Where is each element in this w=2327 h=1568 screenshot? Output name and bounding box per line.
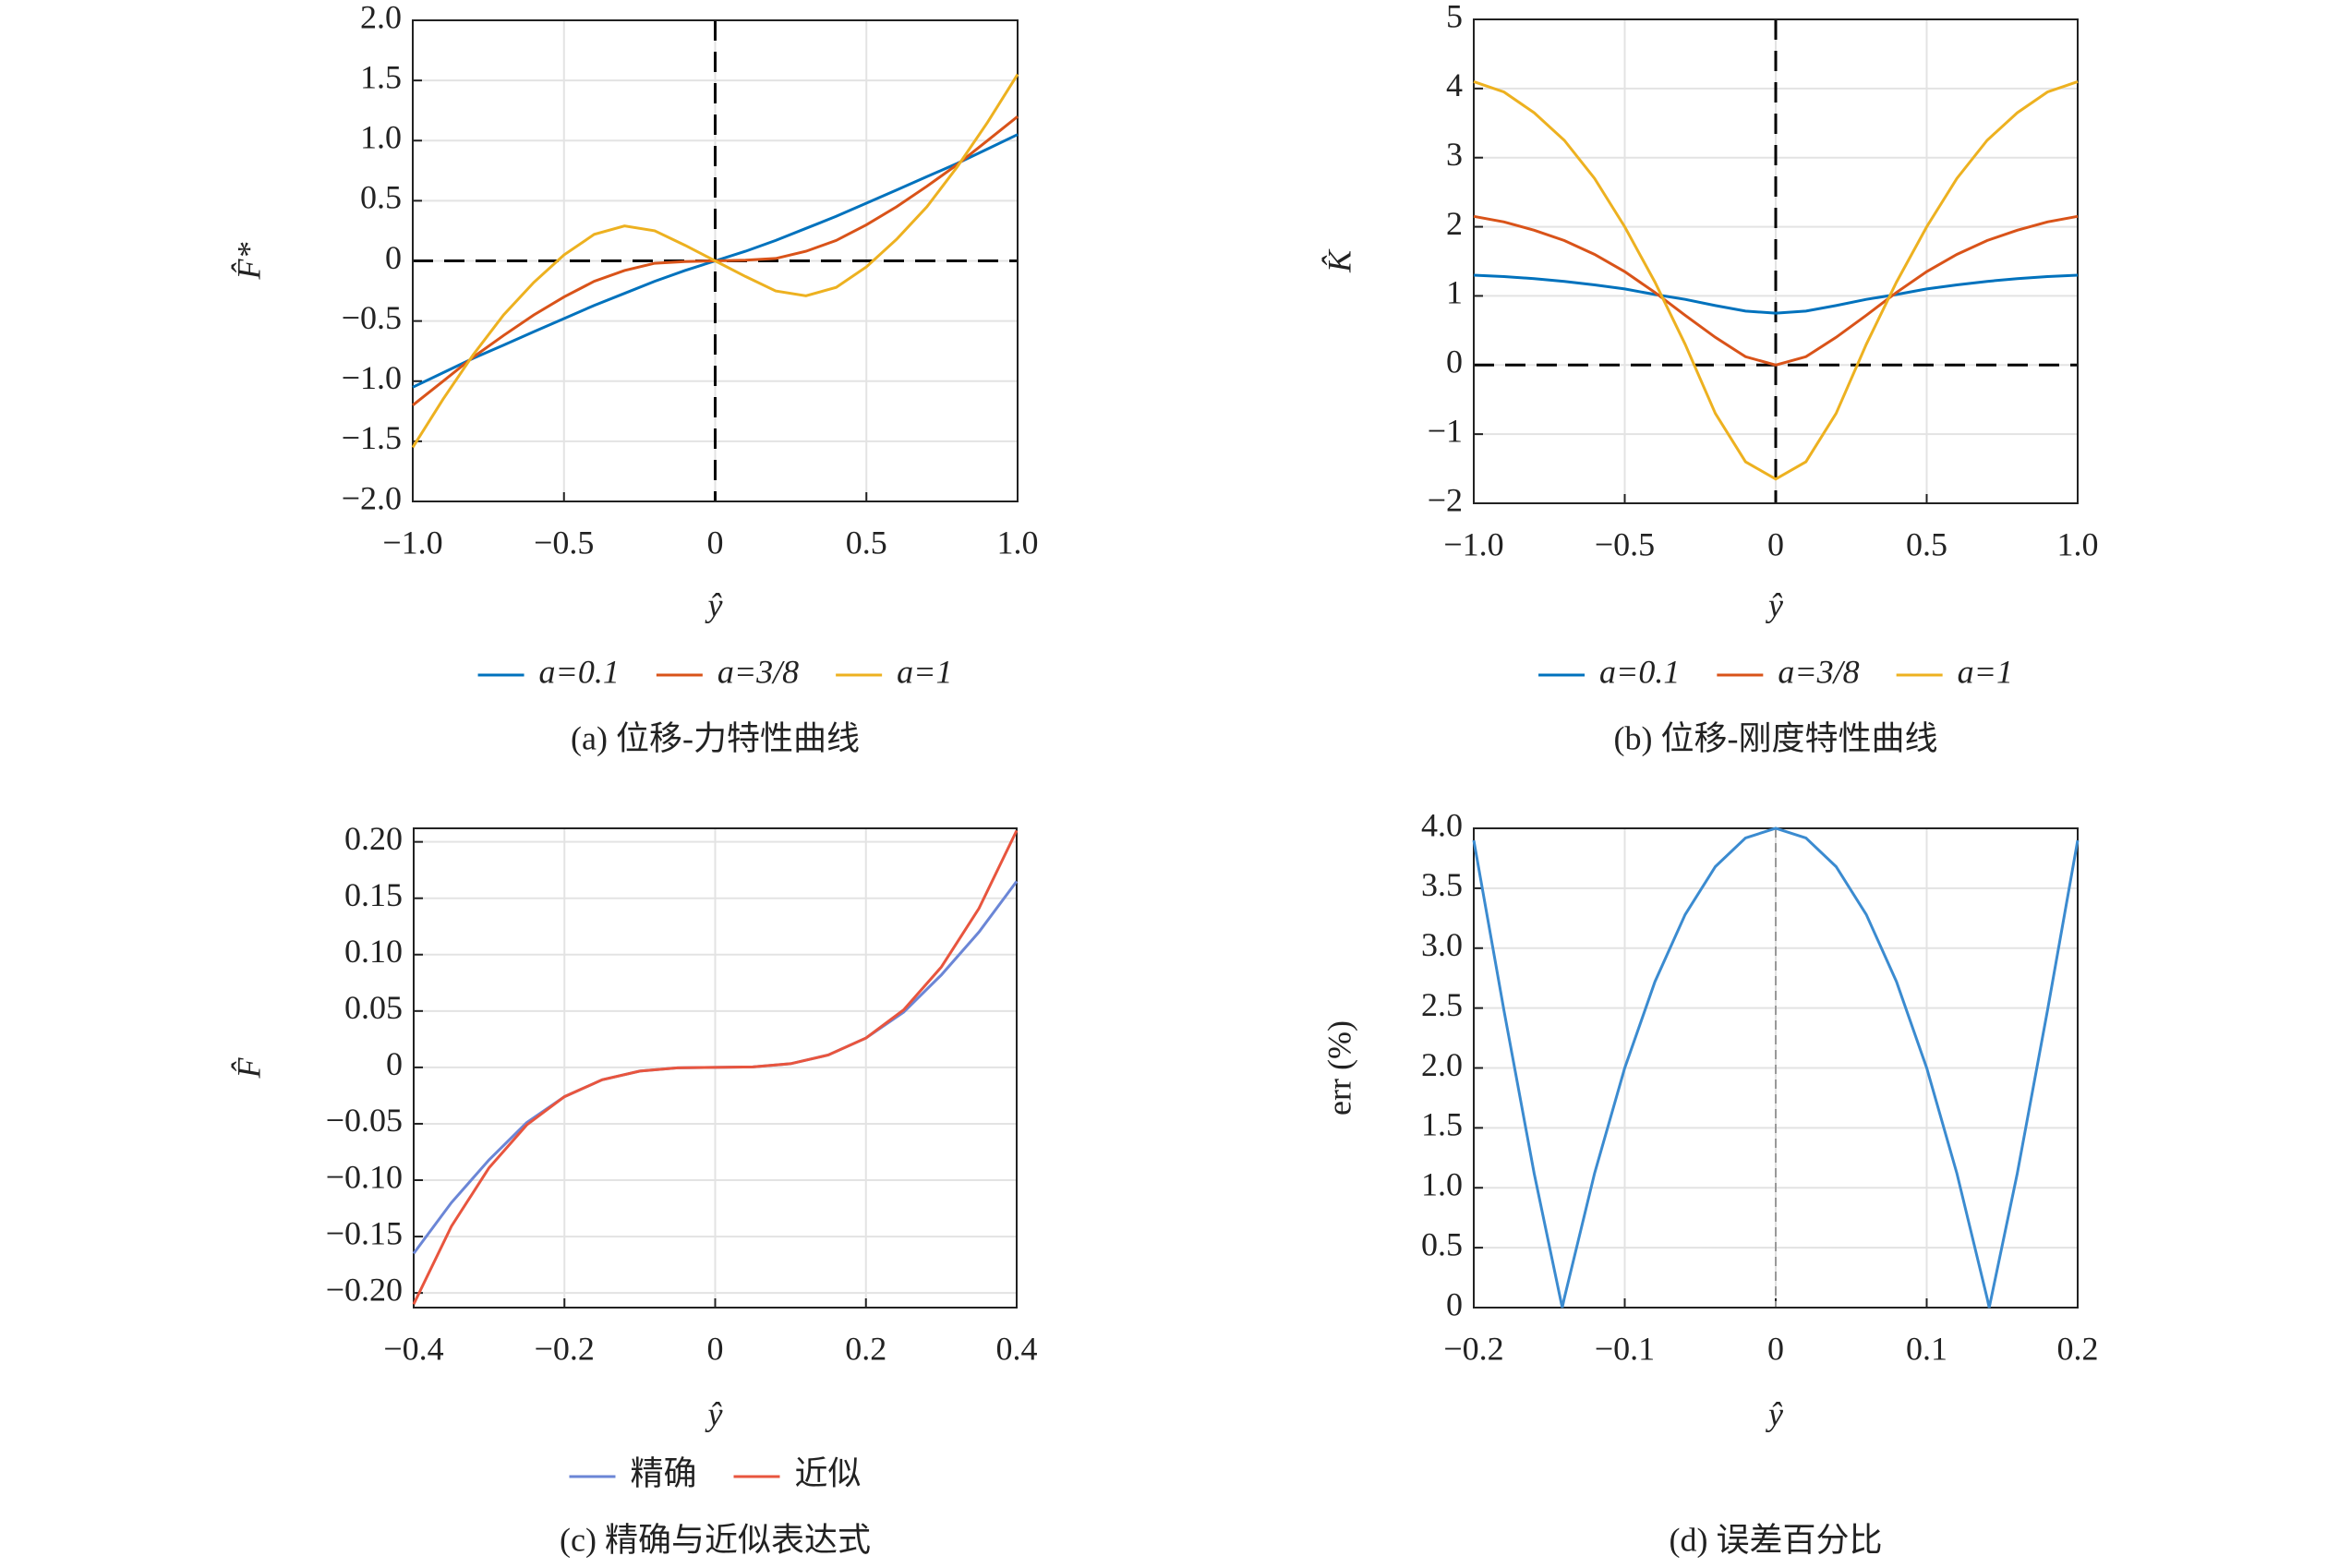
y-tick-label: 3 bbox=[1446, 136, 1463, 173]
series-line bbox=[1472, 826, 2080, 1309]
x-tick-label: −0.4 bbox=[383, 1330, 443, 1367]
x-tick-label: 0.5 bbox=[1906, 525, 1947, 562]
y-tick-label: 2.0 bbox=[1421, 1046, 1463, 1083]
legend-label: a=0.1 bbox=[539, 653, 620, 690]
y-tick-label: 0 bbox=[1446, 1285, 1463, 1322]
chart: 4.0 3.5 3.0 2.5 2.0 1.5 1.0 0.5 0 −0.2 −0.1 0 0.1 0.2… bbox=[1320, 806, 2098, 1558]
y-tick-label: 0.20 bbox=[344, 820, 403, 857]
plot-frame bbox=[412, 19, 1019, 502]
x-axis-label: ŷ bbox=[705, 586, 723, 623]
y-tick-label: 2.5 bbox=[1421, 986, 1463, 1023]
y-tick-label: 1.5 bbox=[360, 58, 402, 95]
y-tick-label: −2.0 bbox=[342, 479, 402, 516]
x-tick-label: 0.5 bbox=[846, 524, 887, 561]
caption: (c) 精确与近似表达式 bbox=[560, 1521, 871, 1558]
x-axis-label: ŷ bbox=[705, 1395, 723, 1432]
legend-label: a=3/8 bbox=[1778, 653, 1859, 690]
y-tick-label: −1.5 bbox=[342, 419, 402, 456]
y-tick-label: −0.15 bbox=[326, 1214, 403, 1251]
chart: 5 4 3 2 1 0 −1 −2 −1.0 −0.5 0 0.5 1.0 ŷ K̂ (b) 位移-刚度特性曲… bbox=[1320, 0, 2098, 756]
x-tick-label: 0 bbox=[1767, 525, 1784, 562]
x-tick-label: −0.2 bbox=[535, 1330, 595, 1367]
series-line bbox=[411, 73, 1019, 449]
series-line bbox=[1473, 214, 2079, 367]
legend: 精确 近似 bbox=[569, 1454, 862, 1491]
legend-label: 近似 bbox=[795, 1454, 862, 1491]
y-tick-label: 1 bbox=[1446, 274, 1463, 311]
series-line bbox=[1473, 273, 2079, 315]
x-tick-label: −1.0 bbox=[382, 524, 442, 561]
y-axis-label: err (%) bbox=[1320, 1020, 1357, 1116]
x-tick-label: 0.1 bbox=[1906, 1330, 1947, 1367]
y-tick-label: 0 bbox=[386, 1045, 403, 1082]
y-tick-label: 3.5 bbox=[1421, 866, 1463, 903]
plot-frame bbox=[1473, 18, 2079, 504]
series-line bbox=[1473, 79, 2079, 481]
y-tick-label: −0.5 bbox=[342, 299, 402, 336]
x-tick-label: 0.2 bbox=[2057, 1330, 2099, 1367]
legend-label: a=1 bbox=[897, 653, 952, 690]
y-tick-label: 1.0 bbox=[360, 119, 402, 156]
y-tick-label: 0.15 bbox=[344, 876, 403, 913]
legend: a=0.1 a=3/8 a=1 bbox=[1538, 653, 2013, 690]
y-tick-label: −0.05 bbox=[326, 1102, 403, 1139]
y-tick-label: 4 bbox=[1446, 66, 1463, 103]
y-tick-label: 3.0 bbox=[1421, 926, 1463, 963]
x-tick-label: 0 bbox=[1767, 1330, 1784, 1367]
x-tick-label: −0.2 bbox=[1443, 1330, 1503, 1367]
y-tick-label: 0.05 bbox=[344, 989, 403, 1026]
legend-label: a=1 bbox=[1958, 653, 2013, 690]
x-tick-label: −1.0 bbox=[1443, 525, 1503, 562]
y-tick-label: 0 bbox=[385, 239, 402, 276]
x-tick-label: 0 bbox=[707, 524, 724, 561]
y-tick-label: −0.10 bbox=[326, 1158, 403, 1195]
x-tick-label: 0.4 bbox=[996, 1330, 1038, 1367]
y-axis-label: K̂ bbox=[1320, 248, 1357, 273]
chart: 0.200.150.100.050−0.05−0.10−0.15−0.20−0.… bbox=[230, 820, 1037, 1558]
y-tick-label: 1.5 bbox=[1421, 1106, 1463, 1143]
y-tick-label: −0.20 bbox=[326, 1271, 403, 1308]
x-tick-label: 1.0 bbox=[997, 524, 1039, 561]
x-axis-label: ŷ bbox=[1766, 586, 1783, 623]
y-tick-label: 0.5 bbox=[1421, 1225, 1463, 1262]
plot-frame bbox=[413, 827, 1018, 1309]
y-tick-label: 4.0 bbox=[1421, 806, 1463, 843]
legend: a=0.1 a=3/8 a=1 bbox=[477, 653, 952, 690]
y-tick-label: 5 bbox=[1446, 0, 1463, 34]
series-line bbox=[412, 829, 1019, 1305]
y-tick-label: 0 bbox=[1446, 344, 1463, 380]
x-tick-label: 1.0 bbox=[2057, 525, 2099, 562]
y-axis-label: F̂* bbox=[230, 243, 267, 281]
legend-label: 精确 bbox=[630, 1454, 696, 1491]
caption: (a) 位移-力特性曲线 bbox=[571, 719, 860, 756]
x-tick-label: 0.2 bbox=[845, 1330, 886, 1367]
y-axis-label: F̂ bbox=[230, 1057, 267, 1080]
y-tick-label: 2.0 bbox=[360, 0, 402, 35]
x-tick-label: 0 bbox=[707, 1330, 724, 1367]
y-tick-label: 0.5 bbox=[360, 179, 402, 216]
legend-label: a=0.1 bbox=[1599, 653, 1680, 690]
legend-label: a=3/8 bbox=[717, 653, 799, 690]
y-tick-label: 1.0 bbox=[1421, 1166, 1463, 1203]
x-tick-label: −0.5 bbox=[1595, 525, 1655, 562]
x-tick-label: −0.1 bbox=[1595, 1330, 1655, 1367]
y-tick-label: −1 bbox=[1428, 412, 1463, 449]
y-tick-label: −2 bbox=[1428, 481, 1463, 518]
x-axis-label: ŷ bbox=[1766, 1395, 1783, 1432]
y-tick-label: 0.10 bbox=[344, 933, 403, 970]
chart: 2.0 1.5 1.0 0.5 0 −0.5 −1.0 −1.5 −2.0 −1.0 −0.5 0 0.… bbox=[230, 0, 1038, 756]
y-tick-label: −1.0 bbox=[342, 359, 402, 396]
caption: (b) 位移-刚度特性曲线 bbox=[1614, 719, 1938, 756]
y-tick-label: 2 bbox=[1446, 205, 1463, 242]
caption: (d) 误差百分比 bbox=[1670, 1521, 1883, 1558]
x-tick-label: −0.5 bbox=[534, 524, 594, 561]
